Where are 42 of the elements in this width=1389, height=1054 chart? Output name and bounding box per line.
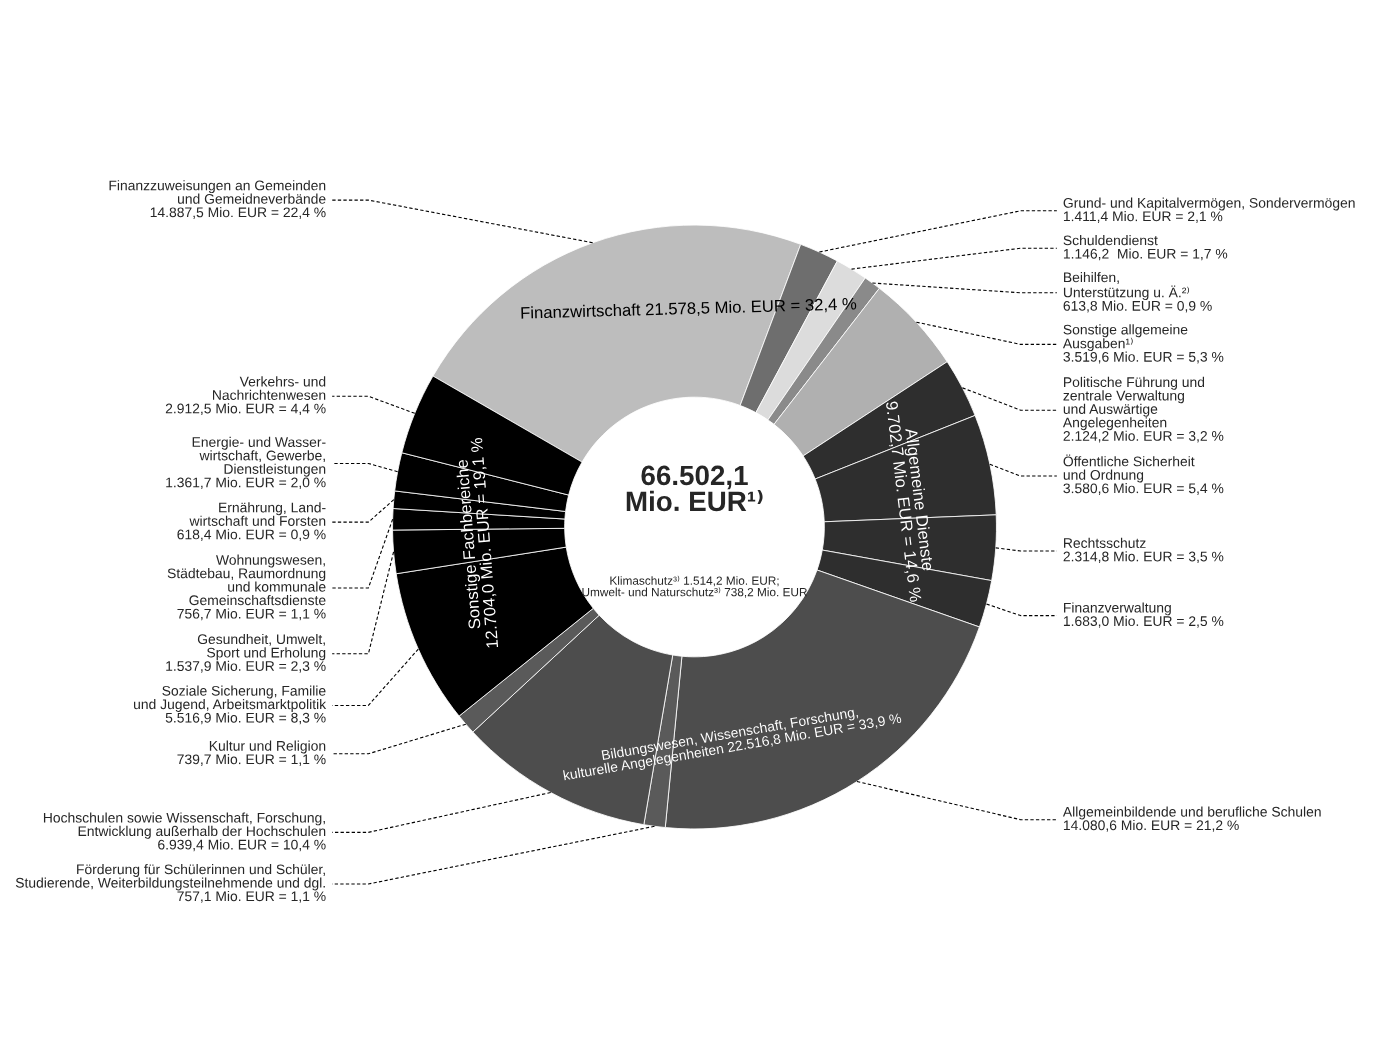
slice-label: Förderung für Schülerinnen und Schüler, Studierende, Weiterbildungsteilnehmende und dgl. bbox=[15, 864, 325, 891]
slice-label: Soziale Sicherung, Familie und Jugend, Arbeitsmarktpolitik bbox=[134, 685, 327, 712]
data-label: 14.080,6 Mio. EUR = 21,2 % bbox=[1063, 819, 1239, 832]
data-label: 1.683,0 Mio. EUR = 2,5 % bbox=[1063, 615, 1224, 628]
slice-label: Grund- und Kapitalvermögen, Sondervermögen bbox=[1063, 197, 1355, 211]
slice-label: Energie- und Wasser- wirtschaft, Gewerbe, Dienstleistungen bbox=[192, 436, 326, 477]
text: Klimaschutz³⁾ 1.514,2 Mio. EUR; Umwelt- und Naturschutz³⁾ 738,2 Mio. EUR bbox=[582, 575, 807, 598]
slice-label: Beihilfen, Unterstützung u. Ä.²⁾ bbox=[1063, 272, 1190, 301]
data-label: 6.939,4 Mio. EUR = 10,4 % bbox=[158, 839, 326, 852]
slice-label: Verkehrs- und Nachrichtenwesen bbox=[213, 376, 326, 400]
slice-label: Finanzzuweisungen an Gemeinden und Gemeidneverbände bbox=[109, 180, 326, 204]
data-label: 756,7 Mio. EUR = 1,1 % bbox=[177, 608, 326, 621]
text: Sonstige Fachbereiche 12.704,0 Mio. EUR = 19,1 % bbox=[455, 437, 501, 648]
data-label: 739,7 Mio. EUR = 1,1 % bbox=[177, 754, 326, 766]
slice-label: Gesundheit, Umwelt, Sport und Erholung bbox=[197, 633, 326, 661]
slice-label: Allgemeinbildende und berufliche Schulen bbox=[1062, 806, 1321, 820]
slice-label: Öffentliche Sicherheit und Ordnung bbox=[1063, 454, 1195, 483]
slice-label: Ernährung, Land- wirtschaft und Forsten bbox=[189, 502, 326, 526]
slice-label: Sonstige allgemeine Ausgaben¹⁾ bbox=[1062, 324, 1188, 352]
data-label: 1.537,9 Mio. EUR = 2,3 % bbox=[166, 660, 326, 673]
slice-label: Kultur und Religion bbox=[209, 740, 326, 754]
data-label: 1.146,2 Mio. EUR = 1,7 % bbox=[1063, 248, 1228, 261]
data-label: 613,8 Mio. EUR = 0,9 % bbox=[1063, 300, 1212, 313]
slice-label: Rechtsschutz bbox=[1064, 537, 1146, 548]
data-label: 3.519,6 Mio. EUR = 5,3 % bbox=[1063, 351, 1224, 364]
slice-label: Schuldendienst bbox=[1063, 235, 1158, 246]
data-label: 14.887,5 Mio. EUR = 22,4 % bbox=[150, 207, 326, 219]
text: 66.502,1 Mio. EUR¹⁾ bbox=[626, 465, 763, 512]
data-label: 757,1 Mio. EUR = 1,1 % bbox=[177, 890, 326, 903]
data-label: 2.912,5 Mio. EUR = 4,4 % bbox=[165, 403, 326, 416]
data-label: 5.516,9 Mio. EUR = 8,3 % bbox=[165, 712, 326, 725]
data-label: 1.411,4 Mio. EUR = 2,1 % bbox=[1063, 211, 1223, 223]
data-label: 2.314,8 Mio. EUR = 3,5 % bbox=[1063, 551, 1224, 564]
data-label: 1.361,7 Mio. EUR = 2,0 % bbox=[166, 477, 326, 489]
slice-label: Finanzverwaltung bbox=[1064, 602, 1171, 616]
slice-label: Hochschulen sowie Wissenschaft, Forschung, Entwicklung außerhalb der Hochschulen bbox=[43, 812, 326, 839]
data-label: 2.124,2 Mio. EUR = 3,2 % bbox=[1063, 430, 1224, 443]
slice-label: Wohnungswesen, Städtebau, Raumordnung und kommunale Gemeinschaftsdienste bbox=[167, 554, 326, 606]
slice-label: Politische Führung und zentrale Verwaltung und Auswärtige Angelegenheiten bbox=[1062, 376, 1205, 431]
text: Allgemeine Dienste 9.702,7 Mio. EUR = 14,6 % bbox=[883, 401, 935, 603]
data-label: 618,4 Mio. EUR = 0,9 % bbox=[177, 529, 326, 541]
data-label: 3.580,6 Mio. EUR = 5,4 % bbox=[1063, 483, 1224, 495]
